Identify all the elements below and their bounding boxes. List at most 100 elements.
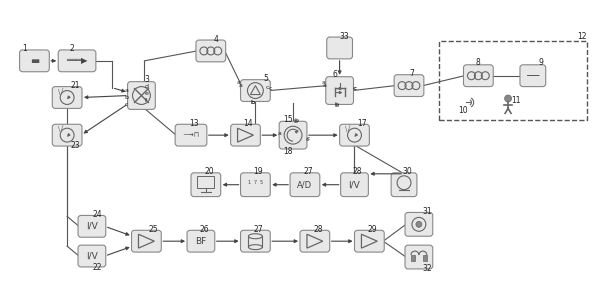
Circle shape — [505, 95, 511, 102]
Bar — [411, 255, 415, 261]
FancyBboxPatch shape — [231, 124, 260, 146]
Text: /: / — [61, 125, 63, 131]
Text: 5: 5 — [260, 180, 263, 185]
Text: c: c — [305, 137, 309, 142]
FancyBboxPatch shape — [240, 173, 270, 197]
Text: 10: 10 — [459, 106, 468, 115]
Text: A/D: A/D — [297, 180, 313, 189]
Text: 32: 32 — [422, 264, 432, 273]
Text: 21: 21 — [71, 81, 80, 90]
Text: 11: 11 — [511, 96, 521, 105]
FancyBboxPatch shape — [132, 230, 161, 252]
Text: ▬: ▬ — [30, 56, 39, 66]
Text: 33: 33 — [340, 32, 349, 41]
Text: a: a — [322, 80, 326, 85]
FancyBboxPatch shape — [520, 65, 546, 87]
FancyBboxPatch shape — [191, 173, 221, 197]
Text: b: b — [251, 100, 254, 105]
Text: d: d — [144, 84, 148, 89]
FancyBboxPatch shape — [78, 245, 106, 267]
Text: 19: 19 — [254, 167, 263, 176]
FancyBboxPatch shape — [327, 37, 352, 59]
Text: /: / — [349, 125, 350, 131]
Text: c: c — [125, 102, 129, 107]
Text: ~→⊓: ~→⊓ — [182, 132, 200, 138]
Text: 22: 22 — [92, 264, 102, 272]
Text: 9: 9 — [538, 58, 543, 67]
Text: 27: 27 — [303, 167, 313, 176]
Text: \: \ — [58, 126, 60, 132]
Text: 23: 23 — [70, 141, 80, 149]
Text: 7: 7 — [410, 69, 414, 78]
Text: a: a — [237, 80, 240, 85]
Text: 13: 13 — [189, 119, 199, 128]
Text: ═══▶: ═══▶ — [66, 56, 88, 65]
Text: c: c — [266, 85, 269, 90]
FancyBboxPatch shape — [463, 65, 493, 87]
Text: \: \ — [58, 88, 60, 95]
Text: 7: 7 — [254, 180, 257, 185]
FancyBboxPatch shape — [175, 124, 207, 146]
Text: 14: 14 — [243, 119, 254, 128]
FancyBboxPatch shape — [127, 82, 155, 109]
FancyBboxPatch shape — [405, 245, 433, 269]
Text: b: b — [335, 102, 338, 107]
Text: b: b — [293, 119, 297, 124]
FancyBboxPatch shape — [355, 230, 385, 252]
Text: b: b — [124, 95, 129, 100]
FancyBboxPatch shape — [341, 173, 368, 197]
Text: 24: 24 — [92, 210, 102, 219]
Text: 3: 3 — [144, 75, 149, 84]
Text: 30: 30 — [402, 167, 412, 176]
Text: f: f — [145, 98, 148, 103]
FancyBboxPatch shape — [196, 40, 225, 62]
Text: 31: 31 — [422, 207, 432, 216]
Text: c: c — [269, 86, 272, 91]
Text: \: \ — [346, 126, 348, 132]
FancyBboxPatch shape — [187, 230, 215, 252]
Text: 29: 29 — [368, 225, 377, 234]
FancyBboxPatch shape — [405, 213, 433, 236]
Text: 5: 5 — [263, 74, 268, 83]
Circle shape — [416, 221, 422, 227]
Text: I/V: I/V — [349, 180, 361, 189]
Text: 17: 17 — [358, 119, 367, 128]
FancyBboxPatch shape — [78, 215, 106, 237]
Text: 6: 6 — [332, 70, 337, 79]
Text: /: / — [61, 88, 63, 94]
Bar — [423, 255, 427, 261]
Text: 27: 27 — [254, 225, 263, 234]
Text: a: a — [124, 88, 129, 93]
Text: 8: 8 — [476, 58, 481, 67]
Text: 28: 28 — [353, 167, 362, 176]
FancyBboxPatch shape — [340, 124, 370, 146]
Text: 25: 25 — [148, 225, 158, 234]
FancyBboxPatch shape — [52, 124, 82, 146]
Text: 18: 18 — [283, 146, 293, 156]
Text: 4: 4 — [213, 34, 218, 44]
Text: 1: 1 — [22, 45, 27, 53]
Text: I/V: I/V — [86, 252, 98, 260]
Text: 28: 28 — [313, 225, 322, 234]
Text: b: b — [335, 103, 338, 108]
Text: 26: 26 — [199, 225, 209, 234]
Text: 2: 2 — [70, 45, 75, 53]
Text: a: a — [323, 83, 327, 88]
FancyBboxPatch shape — [52, 87, 82, 108]
FancyBboxPatch shape — [391, 173, 417, 197]
Text: a: a — [277, 131, 281, 136]
Text: 20: 20 — [204, 167, 213, 176]
Text: e: e — [145, 91, 148, 96]
Text: BF: BF — [196, 237, 206, 246]
Text: 1: 1 — [248, 180, 251, 185]
FancyBboxPatch shape — [290, 173, 320, 197]
FancyBboxPatch shape — [279, 121, 307, 149]
FancyBboxPatch shape — [240, 230, 270, 252]
Text: a: a — [239, 83, 242, 88]
FancyBboxPatch shape — [326, 77, 353, 104]
Text: b: b — [294, 118, 298, 123]
FancyBboxPatch shape — [58, 50, 96, 72]
FancyBboxPatch shape — [20, 50, 49, 72]
Text: c: c — [354, 86, 357, 91]
Text: 15: 15 — [283, 115, 293, 124]
